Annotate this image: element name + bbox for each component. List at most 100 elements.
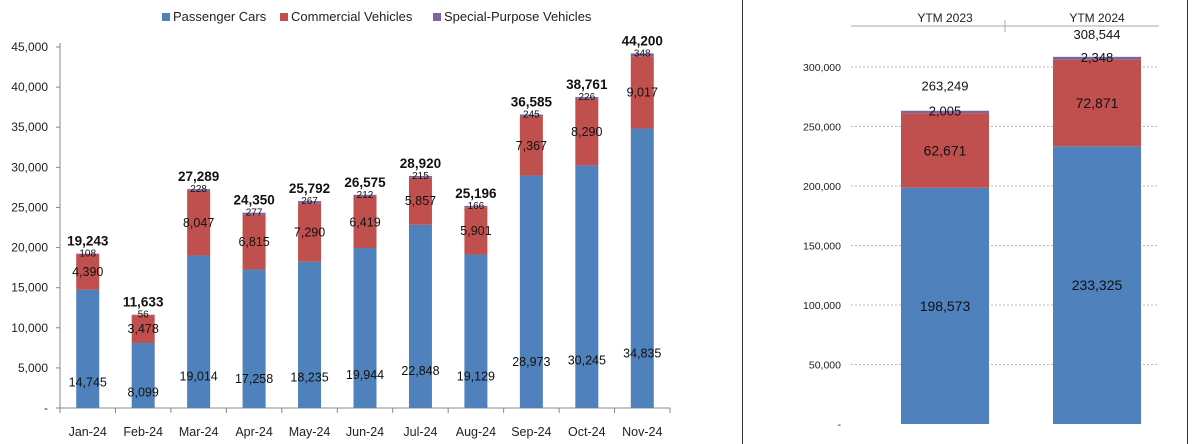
- data-label-total: 263,249: [922, 79, 969, 94]
- bar-special-purpose-vehicles-oct-24: [575, 97, 599, 99]
- ytm-panel: YTM 2023 YTM 2024 - 50,000 100,000 150,000 200…: [742, 0, 1188, 444]
- data-label-passenger-cars: 8,099: [128, 385, 159, 399]
- y-tick-label: 200,000: [803, 181, 841, 193]
- bar-special-purpose-vehicles-aug-24: [464, 205, 488, 208]
- data-label-commercial-vehicles: 7,290: [294, 225, 325, 239]
- data-label-special-purpose-vehicles: 2,348: [1081, 50, 1114, 65]
- bar-commercial-vehicles-may-24: [298, 203, 322, 262]
- data-label-passenger-cars: 19,014: [180, 370, 218, 384]
- x-tick-label: Mar-24: [179, 425, 219, 439]
- bar-commercial-vehicles-jan-24: [76, 254, 100, 290]
- data-label-passenger-cars: 34,835: [623, 347, 661, 361]
- data-label-passenger-cars: 198,573: [920, 298, 971, 314]
- data-label-commercial-vehicles: 5,901: [460, 224, 491, 238]
- data-label-total: 308,544: [1074, 27, 1121, 42]
- bar-commercial-vehicles-feb-24: [131, 315, 155, 344]
- data-label-special-purpose-vehicles: 56: [138, 310, 150, 321]
- bar-special-purpose-vehicles-sep-24: [519, 114, 543, 117]
- y-tick-label: 300,000: [803, 62, 841, 74]
- bar-passenger-cars-aug-24: [464, 254, 488, 408]
- legend-label-special-purpose-vehicles: Special-Purpose Vehicles: [444, 9, 592, 24]
- x-tick-label: Jun-24: [346, 425, 384, 439]
- bar-passenger-cars-jan-24: [76, 289, 100, 408]
- bar-passenger-cars-ytm-2024: [1053, 146, 1141, 424]
- data-label-special-purpose-vehicles: 245: [523, 110, 540, 121]
- bar-passenger-cars-may-24: [298, 261, 322, 408]
- legend-label-commercial-vehicles: Commercial Vehicles: [291, 9, 413, 24]
- data-label-total: 24,350: [233, 193, 274, 208]
- data-label-passenger-cars: 19,944: [346, 368, 384, 382]
- data-label-commercial-vehicles: 7,367: [516, 139, 547, 153]
- bar-commercial-vehicles-ytm-2023: [901, 113, 989, 188]
- data-label-commercial-vehicles: 9,017: [627, 85, 658, 99]
- data-label-special-purpose-vehicles: 228: [190, 184, 207, 195]
- data-label-total: 11,633: [123, 295, 164, 310]
- category-header-ytm-2023: YTM 2023: [917, 11, 973, 25]
- bar-special-purpose-vehicles-ytm-2024: [1053, 56, 1141, 60]
- x-tick-label: Sep-24: [511, 425, 551, 439]
- data-label-total: 28,920: [400, 156, 441, 171]
- bar-passenger-cars-jul-24: [408, 224, 432, 408]
- ytm-sales-chart: YTM 2023 YTM 2024 - 50,000 100,000 150,000 200…: [803, 11, 1159, 431]
- data-label-special-purpose-vehicles: 215: [412, 171, 429, 182]
- data-label-commercial-vehicles: 6,815: [238, 235, 269, 249]
- bar-passenger-cars-jun-24: [353, 248, 377, 408]
- bar-commercial-vehicles-ytm-2024: [1053, 59, 1141, 147]
- legend-swatch-special-purpose-vehicles: [433, 13, 441, 21]
- x-tick-label: May-24: [289, 425, 331, 439]
- data-label-passenger-cars: 19,129: [457, 369, 495, 383]
- data-label-passenger-cars: 22,848: [401, 364, 439, 378]
- data-label-passenger-cars: 28,973: [512, 355, 550, 369]
- bar-passenger-cars-apr-24: [242, 269, 266, 408]
- monthly-sales-chart: Passenger Cars Commercial Vehicles Special…: [11, 9, 671, 439]
- data-label-commercial-vehicles: 62,671: [924, 142, 967, 158]
- bar-commercial-vehicles-aug-24: [464, 207, 488, 255]
- bar-commercial-vehicles-apr-24: [242, 214, 266, 270]
- y-tick-label: 50,000: [809, 360, 841, 372]
- data-label-special-purpose-vehicles: 277: [246, 208, 263, 219]
- data-label-total: 38,761: [566, 77, 608, 92]
- bar-special-purpose-vehicles-feb-24: [131, 314, 155, 316]
- y-tick-label: 40,000: [11, 80, 48, 94]
- bar-commercial-vehicles-oct-24: [575, 98, 599, 166]
- data-label-passenger-cars: 233,325: [1072, 277, 1123, 293]
- data-label-total: 19,243: [67, 234, 109, 249]
- data-label-commercial-vehicles: 8,290: [571, 125, 602, 139]
- data-label-total: 25,792: [289, 181, 330, 196]
- bar-special-purpose-vehicles-jul-24: [408, 175, 432, 178]
- x-tick-label: Jan-24: [69, 425, 107, 439]
- y-tick-label: 150,000: [803, 241, 841, 253]
- legend-swatch-passenger-cars: [162, 13, 170, 21]
- bar-passenger-cars-sep-24: [519, 175, 543, 408]
- x-tick-label: Oct-24: [568, 425, 606, 439]
- bar-passenger-cars-mar-24: [187, 255, 211, 408]
- data-label-commercial-vehicles: 6,419: [349, 215, 380, 229]
- data-label-special-purpose-vehicles: 226: [578, 92, 595, 103]
- data-label-commercial-vehicles: 72,871: [1076, 95, 1119, 111]
- data-label-total: 27,289: [178, 169, 219, 184]
- data-label-commercial-vehicles: 5,857: [405, 194, 436, 208]
- x-tick-label: Jul-24: [403, 425, 437, 439]
- data-label-passenger-cars: 18,235: [290, 371, 328, 385]
- y-tick-label: 45,000: [11, 40, 48, 54]
- y-tick-label: 25,000: [11, 200, 48, 214]
- x-tick-label: Aug-24: [456, 425, 496, 439]
- bar-passenger-cars-nov-24: [630, 128, 654, 408]
- bar-commercial-vehicles-jul-24: [408, 177, 432, 225]
- data-label-special-purpose-vehicles: 267: [301, 196, 318, 207]
- data-label-special-purpose-vehicles: 348: [634, 48, 651, 59]
- category-header-ytm-2024: YTM 2024: [1069, 11, 1125, 25]
- data-label-commercial-vehicles: 8,047: [183, 216, 214, 230]
- y-tick-label: 5,000: [18, 361, 48, 375]
- legend-swatch-commercial-vehicles: [280, 13, 288, 21]
- bar-special-purpose-vehicles-jan-24: [76, 253, 100, 255]
- data-label-total: 36,585: [511, 95, 553, 110]
- x-tick-label: Nov-24: [622, 425, 662, 439]
- data-label-total: 26,575: [344, 175, 386, 190]
- data-label-commercial-vehicles: 4,390: [72, 265, 103, 279]
- bar-special-purpose-vehicles-apr-24: [242, 212, 266, 215]
- bar-commercial-vehicles-nov-24: [630, 56, 654, 129]
- bar-special-purpose-vehicles-may-24: [298, 201, 322, 204]
- data-label-passenger-cars: 14,745: [69, 376, 107, 390]
- y-tick-label: 250,000: [803, 122, 841, 134]
